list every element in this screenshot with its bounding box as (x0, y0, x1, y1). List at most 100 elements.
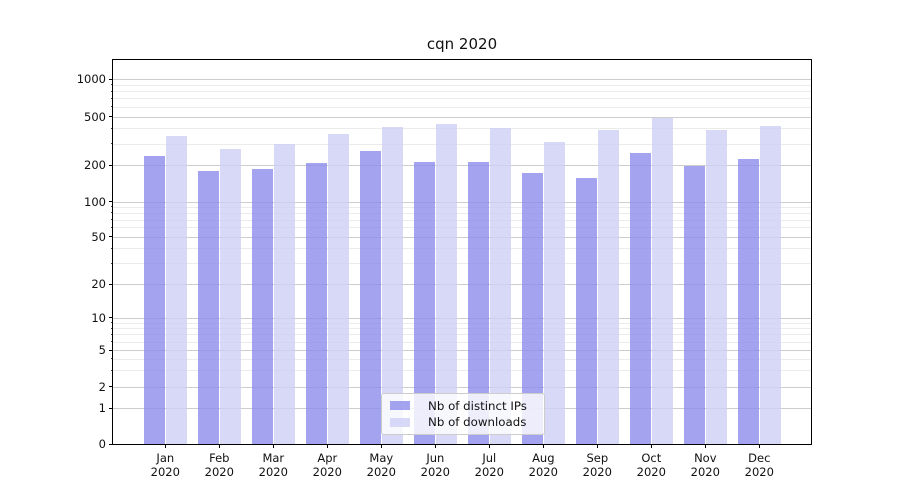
bar-distinct-ips-jan (143, 156, 165, 444)
bar-downloads-jun (435, 124, 457, 444)
x-tick-mark (705, 444, 707, 448)
minor-gridline (113, 212, 811, 214)
y-minor-tick-mark (111, 333, 113, 335)
bar-downloads-feb (219, 148, 241, 444)
minor-gridline (113, 248, 811, 250)
y-minor-tick-mark (111, 369, 113, 371)
y-tick-mark (109, 386, 113, 388)
y-tick-mark (109, 443, 113, 445)
major-gridline (113, 236, 811, 238)
bar-distinct-ips-sep (575, 178, 597, 444)
major-gridline (113, 116, 811, 118)
bar-downloads-may (381, 126, 403, 444)
y-tick-mark (109, 236, 113, 237)
minor-gridline (113, 328, 811, 330)
y-minor-tick-mark (111, 226, 113, 228)
y-minor-tick-mark (111, 84, 113, 86)
y-tick-mark (109, 283, 113, 285)
bar-downloads-apr (327, 134, 349, 444)
major-gridline (113, 284, 811, 286)
x-tick-label: Nov 2020 (690, 451, 720, 479)
x-tick-mark (435, 444, 437, 448)
y-tick-label: 20 (91, 277, 106, 292)
y-tick-mark (109, 201, 113, 203)
major-gridline (113, 201, 811, 203)
y-minor-tick-mark (111, 127, 113, 129)
y-minor-tick-mark (111, 106, 113, 108)
x-tick-label: Sep 2020 (582, 451, 612, 479)
y-tick-mark (109, 317, 113, 319)
minor-gridline (113, 263, 811, 265)
x-tick-label: Dec 2020 (744, 451, 774, 479)
x-tick-mark (543, 444, 545, 448)
bar-downloads-mar (273, 143, 295, 444)
legend-swatch-downloads (390, 417, 410, 427)
y-tick-label: 0 (98, 437, 106, 451)
bar-downloads-dec (759, 125, 781, 444)
major-gridline (113, 317, 811, 319)
bar-distinct-ips-nov (683, 166, 705, 444)
y-tick-label: 500 (84, 109, 106, 124)
major-gridline (113, 386, 811, 388)
bar-distinct-ips-apr (305, 163, 327, 444)
x-tick-mark (219, 444, 221, 448)
x-tick-label: Oct 2020 (636, 451, 666, 479)
bar-distinct-ips-feb (197, 171, 219, 444)
x-tick-label: Jan 2020 (150, 451, 180, 479)
y-tick-label: 200 (84, 158, 106, 172)
y-minor-tick-mark (111, 322, 113, 324)
y-tick-label: 1 (98, 401, 106, 416)
y-tick-mark (109, 116, 113, 118)
major-gridline (113, 79, 811, 80)
y-minor-tick-mark (111, 341, 113, 342)
minor-gridline (113, 322, 811, 324)
minor-gridline (113, 206, 811, 208)
y-minor-tick-mark (111, 90, 113, 92)
y-tick-label: 5 (98, 343, 106, 357)
legend-item-distinct-ips: Nb of distinct IPs (390, 399, 536, 413)
y-tick-mark (109, 78, 113, 80)
y-minor-tick-mark (111, 206, 113, 208)
bar-distinct-ips-oct (629, 153, 651, 444)
plot-area (112, 59, 812, 445)
y-minor-tick-mark (111, 327, 113, 329)
bar-downloads-aug (543, 141, 565, 444)
minor-gridline (113, 358, 811, 360)
minor-gridline (113, 370, 811, 372)
x-tick-mark (489, 444, 491, 448)
x-tick-label: Aug 2020 (528, 451, 558, 479)
legend-label-downloads: Nb of downloads (428, 415, 527, 430)
legend: Nb of distinct IPs Nb of downloads (381, 393, 545, 435)
minor-gridline (113, 84, 811, 86)
y-tick-mark (109, 164, 113, 166)
y-tick-label: 50 (91, 229, 106, 244)
bar-distinct-ips-aug (521, 173, 543, 444)
y-minor-tick-mark (111, 212, 113, 214)
y-minor-tick-mark (111, 358, 113, 360)
y-tick-mark (109, 349, 113, 351)
bar-downloads-nov (705, 130, 727, 444)
minor-gridline (113, 341, 811, 343)
minor-gridline (113, 128, 811, 130)
x-tick-mark (165, 444, 167, 448)
x-tick-mark (273, 444, 275, 448)
bar-downloads-oct (651, 117, 673, 444)
y-minor-tick-mark (111, 262, 113, 264)
minor-gridline (113, 143, 811, 145)
y-tick-label: 100 (84, 194, 106, 209)
x-tick-mark (381, 444, 383, 448)
x-tick-label: Apr 2020 (312, 451, 342, 479)
bar-downloads-sep (597, 130, 619, 444)
minor-gridline (113, 219, 811, 221)
x-tick-mark (651, 444, 653, 448)
x-tick-label: Feb 2020 (204, 451, 234, 479)
y-tick-label: 10 (91, 310, 106, 325)
legend-swatch-distinct-ips (390, 401, 410, 411)
y-minor-tick-mark (111, 219, 113, 221)
x-tick-label: Mar 2020 (258, 451, 288, 479)
bar-downloads-jan (165, 136, 187, 444)
bar-distinct-ips-may (359, 151, 381, 444)
bar-downloads-jul (489, 128, 511, 444)
bar-distinct-ips-jul (467, 161, 489, 444)
major-gridline (113, 165, 811, 166)
